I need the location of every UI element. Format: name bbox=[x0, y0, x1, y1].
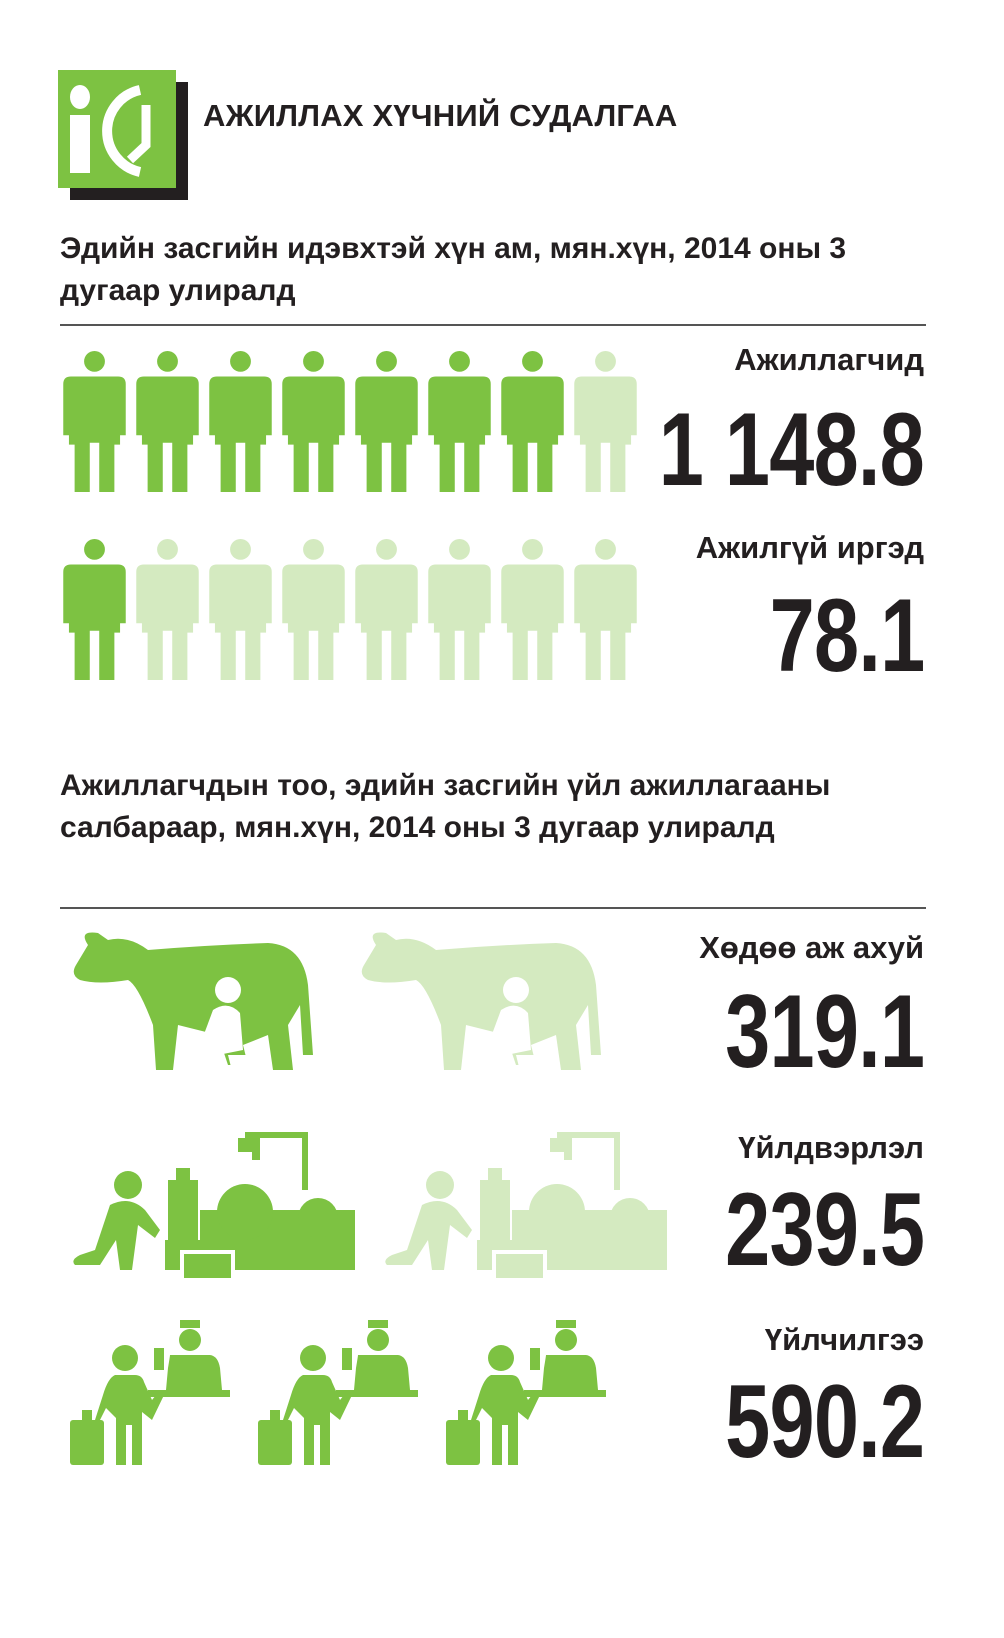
person-icon bbox=[428, 538, 491, 680]
person-icon bbox=[282, 538, 345, 680]
services-icons bbox=[70, 1320, 606, 1470]
person-icon bbox=[355, 538, 418, 680]
factory-worker-icon bbox=[73, 1132, 355, 1280]
agriculture-label: Хөдөө аж ахуй bbox=[699, 930, 924, 965]
manufacturing-label: Үйлдвэрлэл bbox=[738, 1130, 924, 1165]
cow-milking-icon bbox=[361, 932, 601, 1080]
person-icon bbox=[428, 350, 491, 492]
cow-milking-icon bbox=[73, 932, 313, 1080]
person-icon bbox=[63, 350, 126, 492]
service-desk-icon bbox=[258, 1320, 418, 1465]
employed-value: 1 148.8 bbox=[658, 392, 925, 508]
logo bbox=[58, 70, 176, 188]
manufacturing-icons bbox=[70, 1130, 682, 1280]
divider bbox=[60, 324, 926, 326]
person-icon bbox=[501, 538, 564, 680]
person-icon bbox=[501, 350, 564, 492]
unemployed-icons bbox=[58, 538, 642, 680]
person-icon bbox=[209, 538, 272, 680]
person-icon bbox=[209, 350, 272, 492]
person-icon bbox=[574, 350, 637, 492]
person-icon bbox=[355, 350, 418, 492]
services-value: 590.2 bbox=[724, 1364, 925, 1480]
person-icon bbox=[136, 538, 199, 680]
services-label: Үйлчилгээ bbox=[764, 1322, 924, 1357]
unemployed-value: 78.1 bbox=[769, 578, 925, 694]
section1-heading: Эдийн засгийн идэвхтэй хүн ам, мян.хүн, … bbox=[60, 232, 847, 307]
employed-icons bbox=[58, 350, 642, 492]
person-icon bbox=[63, 538, 126, 680]
page-title: АЖИЛЛАХ ХҮЧНИЙ СУДАЛГАА bbox=[203, 98, 678, 133]
agriculture-value: 319.1 bbox=[724, 974, 925, 1090]
ic-logo-icon bbox=[70, 85, 151, 177]
person-icon bbox=[574, 538, 637, 680]
service-desk-icon bbox=[446, 1320, 606, 1465]
section2-heading: Ажиллагчдын тоо, эдийн засгийн үйл ажилл… bbox=[60, 769, 831, 844]
person-icon bbox=[282, 350, 345, 492]
employed-label: Ажиллагчид bbox=[734, 342, 924, 377]
service-desk-icon bbox=[70, 1320, 230, 1465]
person-icon bbox=[136, 350, 199, 492]
agriculture-icons bbox=[68, 925, 606, 1085]
divider bbox=[60, 907, 926, 909]
unemployed-label: Ажилгүй иргэд bbox=[695, 530, 924, 565]
factory-worker-icon bbox=[385, 1132, 667, 1280]
manufacturing-value: 239.5 bbox=[724, 1172, 925, 1288]
